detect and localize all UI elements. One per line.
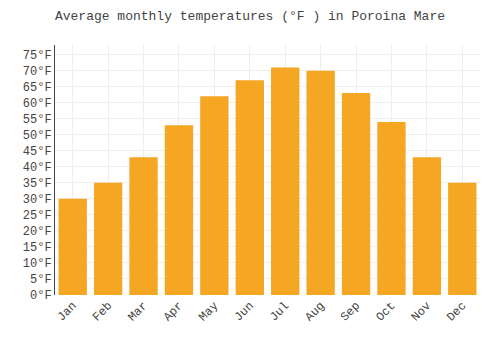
svg-text:5°F: 5°F — [30, 273, 52, 287]
svg-text:Oct: Oct — [373, 299, 398, 324]
svg-text:Feb: Feb — [90, 299, 115, 324]
svg-text:May: May — [196, 299, 221, 324]
svg-text:40°F: 40°F — [23, 161, 52, 175]
svg-text:Sep: Sep — [338, 299, 363, 324]
svg-text:Dec: Dec — [444, 299, 469, 324]
svg-text:10°F: 10°F — [23, 257, 52, 271]
svg-text:Jul: Jul — [267, 299, 292, 324]
svg-text:75°F: 75°F — [23, 49, 52, 63]
svg-text:55°F: 55°F — [23, 113, 52, 127]
svg-text:65°F: 65°F — [23, 81, 52, 95]
svg-text:60°F: 60°F — [23, 97, 52, 111]
svg-text:20°F: 20°F — [23, 225, 52, 239]
svg-text:Nov: Nov — [409, 299, 434, 324]
svg-text:50°F: 50°F — [23, 129, 52, 143]
svg-text:Aug: Aug — [303, 299, 328, 324]
svg-text:45°F: 45°F — [23, 145, 52, 159]
svg-text:Mar: Mar — [125, 299, 150, 324]
svg-text:Jun: Jun — [232, 299, 257, 324]
svg-text:15°F: 15°F — [23, 241, 52, 255]
svg-text:Average monthly temperatures (: Average monthly temperatures (°F ) in Po… — [55, 9, 445, 24]
svg-text:70°F: 70°F — [23, 65, 52, 79]
svg-text:35°F: 35°F — [23, 177, 52, 191]
svg-text:Jan: Jan — [55, 299, 80, 324]
svg-text:Apr: Apr — [161, 299, 186, 324]
svg-text:30°F: 30°F — [23, 193, 52, 207]
svg-text:0°F: 0°F — [30, 289, 52, 303]
svg-text:25°F: 25°F — [23, 209, 52, 223]
